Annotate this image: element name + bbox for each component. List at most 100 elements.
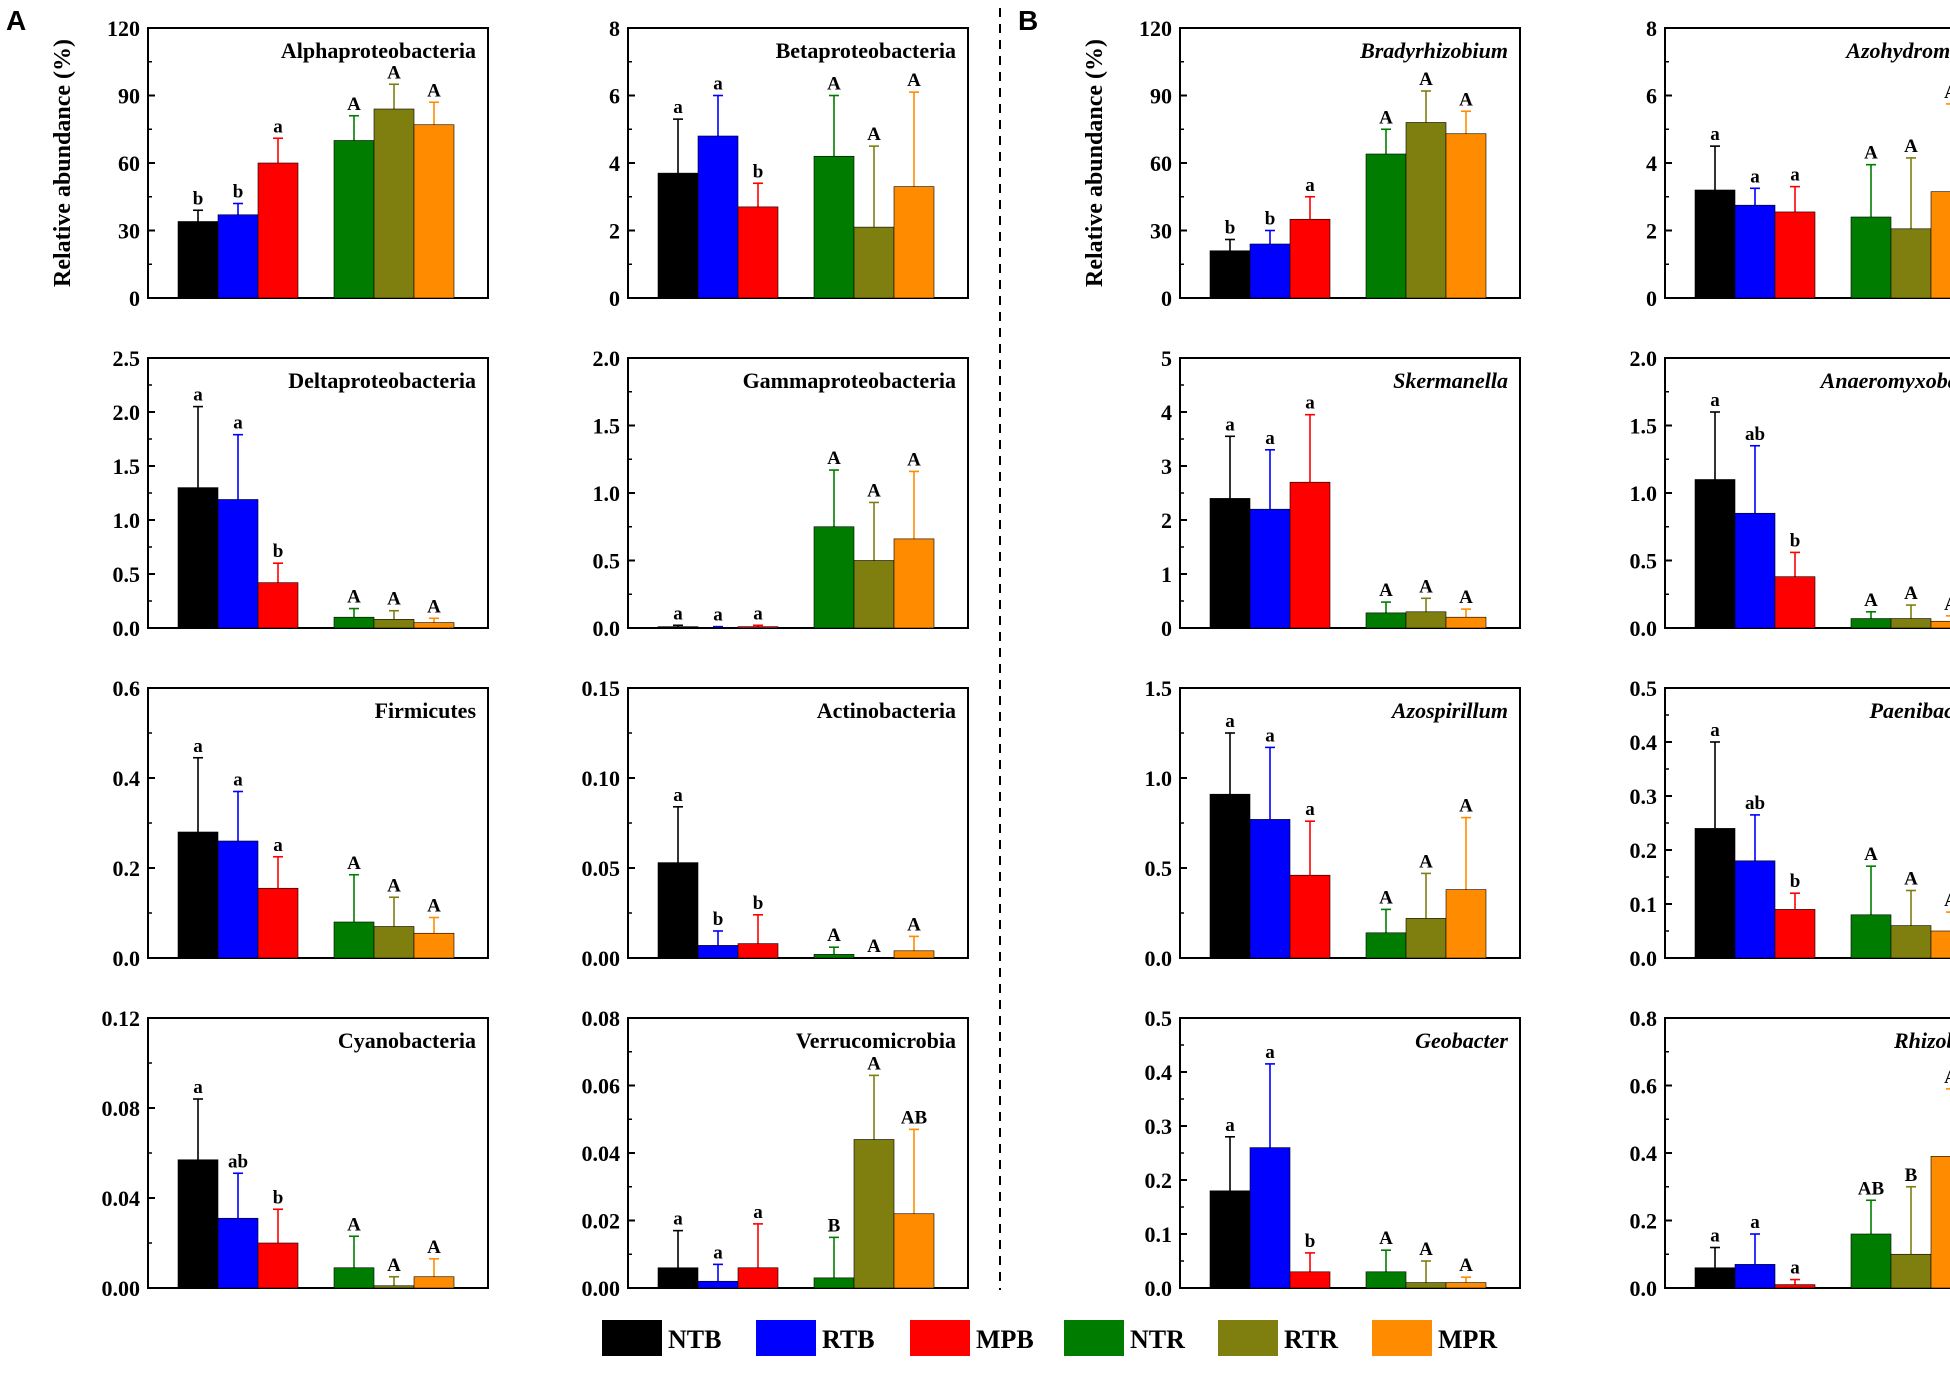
y-tick-label: 60 [118,151,140,176]
significance-letter: A [1379,580,1393,601]
significance-letter: A [867,1053,881,1074]
y-tick-label: 0.0 [1630,616,1658,641]
bar-mpr [893,538,935,629]
significance-letter: A [1904,136,1918,157]
significance-letter: a [673,603,683,624]
bar-mpb [737,1267,779,1289]
chart-title: Anaeromyxobacter [1819,368,1950,393]
significance-letter: a [193,1077,203,1098]
significance-letter: a [273,116,283,137]
bar-ntr [1850,914,1892,959]
y-tick-label: 1.5 [1145,676,1173,701]
y-tick-label: 0 [1161,616,1172,641]
y-tick-label: 4 [1646,151,1657,176]
y-tick-label: 0.0 [1145,946,1173,971]
bar-ntr [1365,1271,1407,1289]
significance-letter: b [713,909,724,930]
chart-title: Geobacter [1415,1028,1508,1053]
significance-letter: b [273,541,284,562]
chart-paenibacillus: 0.0 0.1 0.2 0.3 0.4 0.5 Paenibacillus a ab b A A A [1630,676,1950,971]
bar-mpb [1289,1271,1331,1289]
y-tick-label: 120 [1139,16,1172,41]
significance-letter: A [867,124,881,145]
significance-letter: A [1419,1239,1433,1260]
bar-ntb [657,1267,699,1289]
y-tick-label: 0.5 [1630,549,1658,574]
y-tick-label: 0.00 [582,946,621,971]
chart-cyanobacteria: 0.00 0.04 0.08 0.12 Cyanobacteria a ab b A A A [102,1006,489,1301]
bar-mpr [1445,889,1487,959]
significance-letter: a [1265,725,1275,746]
y-tick-label: 0.5 [1630,676,1658,701]
significance-letter: A [347,853,361,874]
bar-rtr [1890,925,1932,959]
bar-ntb [657,862,699,959]
bar-rtb [1734,512,1776,629]
bar-ntr [1365,153,1407,299]
y-tick-label: 0.15 [582,676,621,701]
significance-letter: A [347,1214,361,1235]
significance-letter: a [1265,1042,1275,1063]
significance-letter: A [427,596,441,617]
bar-rtr [373,926,415,959]
significance-letter: b [233,182,244,203]
significance-letter: A [907,70,921,91]
bar-rtb [1734,1264,1776,1289]
significance-letter: a [1225,414,1235,435]
y-tick-label: 2.0 [113,400,141,425]
significance-letter: a [1305,175,1315,196]
bar-ntr [333,921,375,959]
chart-azohydromonas: 0 2 4 6 8 Azohydromonas a a a A A A [1646,16,1950,311]
bar-rtb [697,627,739,629]
significance-letter: a [1265,428,1275,449]
bar-rtb [1734,204,1776,299]
chart-title: Azospirillum [1390,698,1508,723]
significance-letter: a [1305,799,1315,820]
bar-rtr [853,560,895,629]
y-tick-label: 0.02 [582,1209,621,1234]
significance-letter: a [713,605,723,626]
legend-label: RTB [822,1325,875,1354]
bar-mpr [1930,930,1950,959]
chart-deltaproteobacteria: 0.0 0.5 1.0 1.5 2.0 2.5 Deltaproteobacteria a a b… [113,346,489,641]
significance-letter: a [1710,720,1720,741]
y-tick-label: 0.5 [1145,1006,1173,1031]
bar-rtb [1249,1147,1291,1289]
significance-letter: A [907,449,921,470]
chart-firmicutes: 0.0 0.2 0.4 0.6 Firmicutes a a a A A A [113,676,489,971]
y-tick-label: 0.00 [102,1276,141,1301]
y-tick-label: 0 [129,286,140,311]
y-tick-label: 0.4 [1630,730,1658,755]
chart-geobacter: 0.0 0.1 0.2 0.3 0.4 0.5 Geobacter a a b A A A [1145,1006,1521,1301]
y-tick-label: 60 [1150,151,1172,176]
significance-letter: b [1305,1231,1316,1252]
bar-rtr [1890,228,1932,299]
legend-swatch-mpr [1372,1320,1432,1356]
bar-rtr [853,226,895,299]
bar-rtb [217,214,259,299]
y-tick-label: 0.3 [1145,1114,1173,1139]
bar-rtb [217,1217,259,1289]
y-tick-label: 2.5 [113,346,141,371]
significance-letter: A [1379,887,1393,908]
significance-letter: A [1419,576,1433,597]
bar-ntr [813,954,855,959]
y-tick-label: 1.5 [1630,414,1658,439]
legend-label: NTB [668,1325,721,1354]
bar-mpb [1289,481,1331,629]
significance-letter: A [1904,869,1918,890]
significance-letter: ab [1745,793,1765,814]
y-axis-label: Relative abundance (%) [1082,39,1108,287]
significance-letter: a [673,97,683,118]
significance-letter: A [387,589,401,610]
bar-mpr [893,950,935,959]
significance-letter: a [1305,393,1315,414]
bar-ntb [657,172,699,299]
bar-mpr [893,1213,935,1289]
y-tick-label: 0.12 [102,1006,141,1031]
y-tick-label: 0.4 [113,766,141,791]
y-tick-label: 1.0 [1630,481,1658,506]
chart-title: Firmicutes [375,698,477,723]
significance-letter: a [673,785,683,806]
significance-letter: AB [901,1107,928,1128]
